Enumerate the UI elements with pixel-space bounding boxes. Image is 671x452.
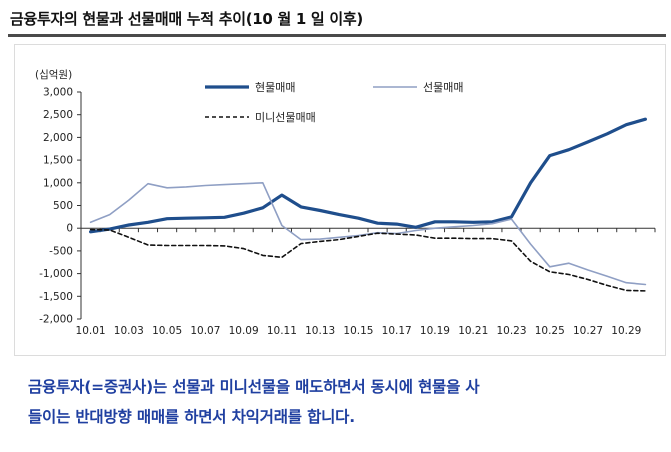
chart-panel: (십억원) 3,000 2,500 2,000 1,500 1,000 500 0 -500 -1…: [14, 44, 666, 356]
caption: 금융투자(=증권사)는 선물과 미니선물을 매도하면서 동시에 현물을 사 들이…: [28, 372, 658, 432]
x-tick-label: 10.11: [267, 325, 297, 337]
y-axis-unit-label: (십억원): [35, 69, 72, 81]
x-tick-label: 10.17: [382, 325, 412, 337]
caption-line-2: 들이는 반대방향 매매를 하면서 차익거래를 합니다.: [28, 408, 355, 426]
x-tick-label: 10.15: [343, 325, 373, 337]
x-tick-label: 10.27: [573, 325, 603, 337]
x-tick-label: 10.29: [611, 325, 641, 337]
x-tick-label: 10.25: [535, 325, 565, 337]
x-tick-label: 10.03: [114, 325, 144, 337]
y-tick-label: 2,500: [43, 109, 73, 121]
x-tick-label: 10.05: [152, 325, 182, 337]
series-line-1: [88, 117, 648, 234]
title-divider: [8, 34, 666, 37]
legend-label-3: 미니선물매매: [255, 111, 316, 124]
x-tick-label: 10.21: [458, 325, 488, 337]
x-tick-label: 10.01: [76, 325, 106, 337]
y-tick-label: -1,500: [39, 291, 73, 303]
axes-group: (십억원) 3,000 2,500 2,000 1,500 1,000 500 0 -500 -1…: [35, 69, 656, 337]
x-tick-label: 10.13: [305, 325, 335, 337]
y-tick-label: 2,000: [43, 132, 73, 144]
series-group: [88, 117, 648, 292]
series-line-2: [89, 182, 647, 286]
line-chart: (십억원) 3,000 2,500 2,000 1,500 1,000 500 0 -500 -1…: [35, 69, 656, 337]
series-line-3: [89, 228, 647, 292]
y-tick-label: 3,000: [43, 87, 73, 99]
y-tick-label: 1,500: [43, 155, 73, 167]
x-tick-label: 10.19: [420, 325, 450, 337]
legend-label-2: 선물매매: [423, 81, 463, 94]
y-tick-label: 1,000: [43, 177, 73, 189]
y-tick-label: 0: [66, 223, 73, 235]
y-tick-label: 500: [53, 200, 73, 212]
chart-title: 금융투자의 현물과 선물매매 누적 추이(10 월 1 일 이후): [10, 10, 363, 28]
x-tick-label: 10.09: [229, 325, 259, 337]
y-tick-label: -2,000: [39, 314, 73, 326]
legend-label-1: 현물매매: [255, 81, 295, 94]
y-tick-label: -1,000: [39, 268, 73, 280]
x-tick-label: 10.07: [190, 325, 220, 337]
caption-line-1: 금융투자(=증권사)는 선물과 미니선물을 매도하면서 동시에 현물을 사: [28, 378, 480, 396]
x-tick-label: 10.23: [496, 325, 526, 337]
y-tick-label: -500: [49, 245, 73, 257]
